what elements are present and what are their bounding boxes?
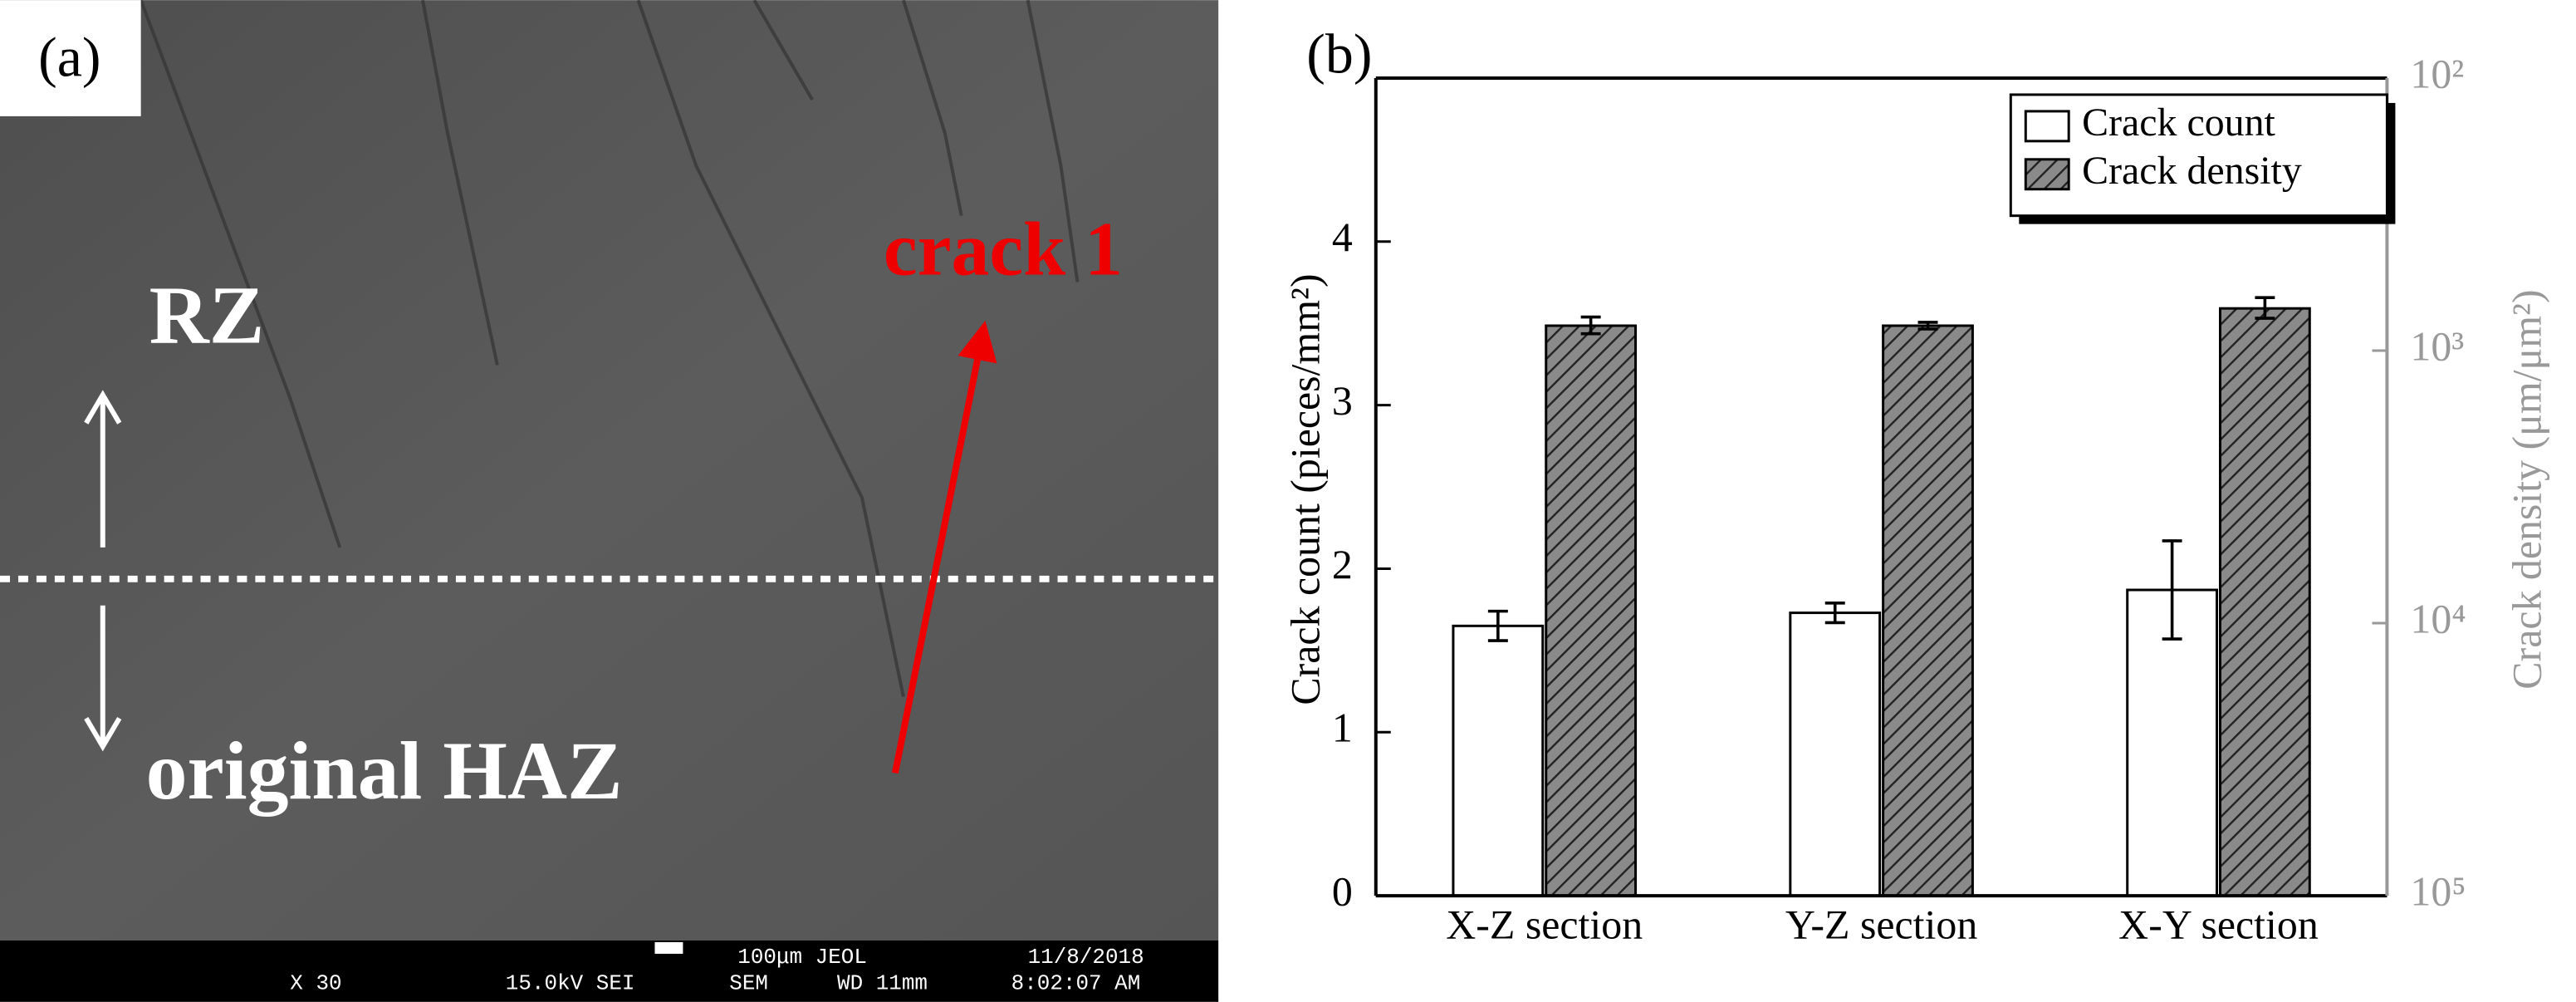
- y2-axis-label: Crack density (μm/μm²): [2505, 289, 2550, 689]
- direction-arrows: [84, 390, 122, 752]
- y2-tick-label: 10⁵: [2410, 869, 2466, 915]
- legend-swatch: [2024, 110, 2070, 143]
- x-tick-label: Y-Z section: [1785, 901, 1977, 947]
- label-box: [0, 0, 141, 116]
- y2-tick-label: 10⁴: [2410, 597, 2466, 642]
- info-text: X 30: [290, 971, 341, 996]
- scale-bar: [654, 941, 683, 954]
- error-bar: [1580, 315, 1601, 336]
- info-text: 100μm JEOL: [737, 945, 867, 970]
- y-tick-label: 3: [1332, 378, 1353, 424]
- bar: [2218, 307, 2311, 897]
- x-tick-label: X-Y section: [2118, 901, 2319, 947]
- y-axis-label: Crack count (pieces/mm²): [1282, 273, 1328, 705]
- legend-box: [2009, 93, 2388, 218]
- info-text: 15.0kV SEI: [506, 971, 635, 996]
- info-text: WD 11mm: [837, 971, 928, 996]
- y-tick-label: 1: [1332, 705, 1353, 751]
- y2-tick-label: 10³: [2410, 323, 2464, 369]
- error-bar: [1824, 601, 1845, 625]
- y-tick-label: 0: [1332, 869, 1353, 915]
- info-text: 8:02:07 AM: [1011, 971, 1141, 996]
- sem-panel: (a) RZ original HAZ crack 1: [0, 0, 1219, 1002]
- info-text: 11/8/2018: [1028, 945, 1144, 970]
- error-bar: [2162, 539, 2182, 641]
- legend-swatch: [2024, 158, 2070, 191]
- sem-image: [0, 0, 1219, 941]
- error-bar: [1917, 321, 1938, 331]
- bar: [2126, 588, 2219, 897]
- x-tick-label: X-Z section: [1446, 901, 1643, 947]
- bar: [1789, 612, 1882, 897]
- cracks: [139, 0, 1080, 697]
- crack-arrow: [891, 320, 997, 774]
- legend-label: Crack density: [2082, 149, 2302, 193]
- y2-tick-label: 10²: [2410, 51, 2464, 96]
- bar: [1452, 624, 1545, 897]
- info-text: SEM: [729, 971, 768, 996]
- chart: (b) 0 1 2 3 4 10⁵ 10⁴ 10³ 10² Crack count (pieces/…: [1282, 23, 2549, 948]
- info-bar: [0, 940, 1219, 1002]
- crack-label: crack 1: [884, 207, 1123, 292]
- error-bar: [2255, 296, 2275, 320]
- panel-label: (a): [38, 27, 100, 89]
- bar: [1545, 324, 1638, 897]
- rz-label: RZ: [149, 268, 265, 361]
- panel-label: (b): [1306, 23, 1372, 86]
- bar: [1882, 324, 1974, 897]
- haz-label: original HAZ: [146, 724, 623, 817]
- error-bar: [1487, 609, 1508, 642]
- y-tick-label: 4: [1332, 214, 1353, 260]
- y-tick-label: 2: [1332, 542, 1353, 587]
- legend-label: Crack count: [2082, 101, 2275, 145]
